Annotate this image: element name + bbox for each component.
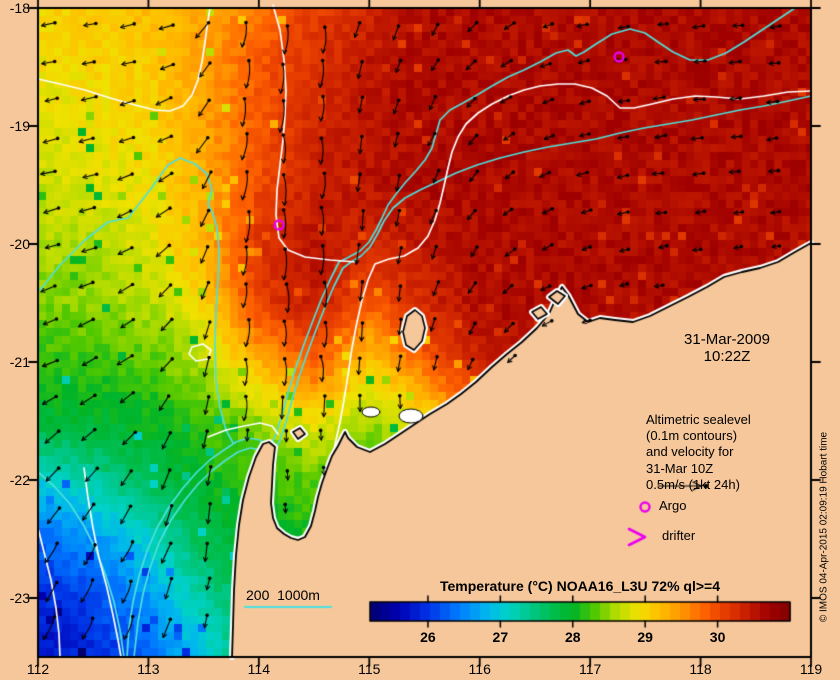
drifter-legend-label: drifter bbox=[662, 528, 696, 543]
x-tick-label-114: 114 bbox=[247, 661, 270, 677]
alt-line-4: 31-Mar 10Z bbox=[646, 460, 714, 476]
x-tick-label-115: 115 bbox=[358, 661, 381, 677]
x-tick-label-113: 113 bbox=[137, 661, 160, 677]
x-tick-label-119: 119 bbox=[799, 661, 823, 677]
colorbar-tick-label-27: 27 bbox=[492, 629, 509, 645]
alt-line-1: Altimetric sealevel bbox=[646, 412, 751, 427]
date-annotation: 31-Mar-2009 10:22Z bbox=[647, 331, 807, 365]
y-tick-label--18: -18 bbox=[9, 0, 30, 16]
bathymetry-scale-label: 200 1000m bbox=[246, 587, 320, 603]
colorbar-tick-label-28: 28 bbox=[564, 629, 581, 645]
alt-line-2: (0.1m contours) bbox=[646, 428, 738, 444]
y-tick-label--19: -19 bbox=[9, 118, 30, 134]
time-line: 10:22Z bbox=[703, 347, 751, 365]
x-tick-label-112: 112 bbox=[26, 661, 50, 677]
colorbar-tick-label-26: 26 bbox=[420, 629, 436, 645]
imos-credit-text: © IMOS 04-Apr-2015 02:09:19 Hobart time bbox=[818, 431, 830, 623]
y-tick-label--23: -23 bbox=[9, 590, 30, 606]
x-tick-label-117: 117 bbox=[578, 661, 602, 677]
colorbar-tick-label-29: 29 bbox=[637, 629, 653, 645]
alt-line-5: 0.5m/s (1kt 24h) bbox=[646, 476, 740, 492]
alt-line-3: and velocity for bbox=[646, 444, 734, 460]
y-tick-label--22: -22 bbox=[9, 472, 30, 488]
colorbar-title: Temperature (°C) NOAA16_L3U 72% ql>=4 bbox=[440, 578, 720, 594]
x-tick-label-116: 116 bbox=[468, 661, 491, 677]
y-tick-label--20: -20 bbox=[9, 236, 30, 252]
argo-legend-label: Argo bbox=[659, 498, 687, 513]
y-tick-label--21: -21 bbox=[9, 354, 30, 370]
colorbar-tick-label-30: 30 bbox=[709, 629, 726, 645]
x-tick-label-118: 118 bbox=[689, 661, 712, 677]
date-line: 31-Mar-2009 bbox=[684, 331, 770, 348]
altimetry-annotation: Altimetric sealevel (0.1m contours) and … bbox=[646, 412, 751, 493]
